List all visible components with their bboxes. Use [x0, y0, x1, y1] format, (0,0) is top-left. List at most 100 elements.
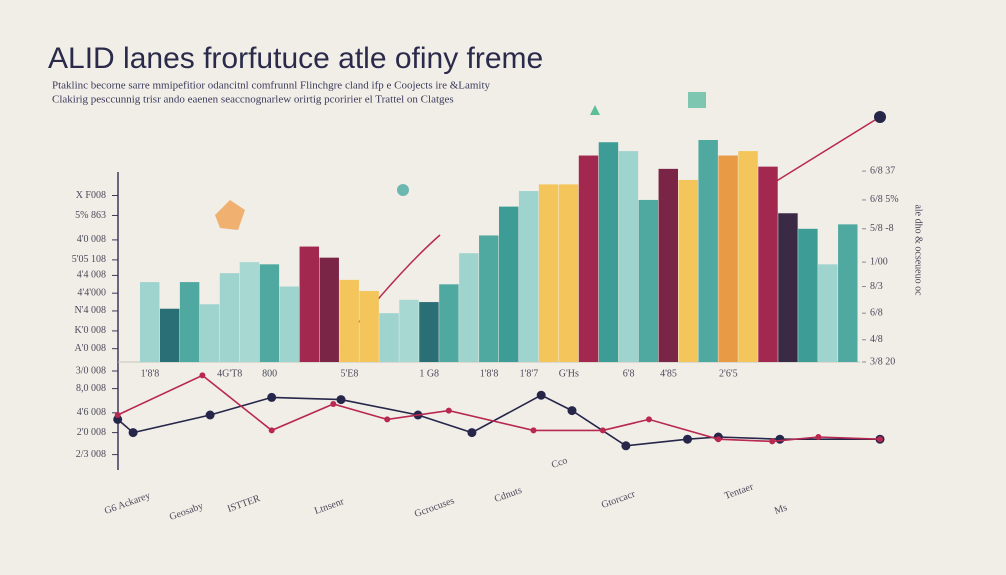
point	[769, 438, 776, 445]
x-tick-label: 4'85	[660, 368, 677, 379]
decoration	[688, 92, 706, 108]
point	[775, 434, 785, 444]
y-tick-label: 8,0 008	[76, 383, 106, 394]
bar	[399, 299, 419, 362]
bar	[678, 179, 698, 362]
point	[877, 436, 883, 443]
y-tick-label: 4'6 008	[77, 407, 106, 418]
bar	[359, 290, 379, 362]
decoration	[874, 111, 886, 123]
point	[536, 390, 546, 400]
x-tick-label: 1'8'8	[480, 368, 499, 379]
point	[336, 395, 346, 405]
y-tick-label: 2/3 008	[76, 449, 106, 460]
chart-title: ALID lanes frorfutuce atle ofiny freme	[48, 42, 543, 75]
y-tick-label: 4'4'000	[77, 287, 106, 298]
bar	[618, 151, 639, 362]
y2-tick-label: 6/8	[870, 307, 883, 318]
bar	[558, 184, 579, 362]
point	[199, 372, 206, 379]
bar	[718, 155, 738, 362]
bar	[818, 264, 838, 362]
bar	[838, 224, 858, 362]
bar	[758, 166, 778, 362]
bar	[798, 228, 818, 362]
point	[683, 434, 692, 444]
bar	[259, 264, 280, 362]
y2-tick-label: 3/8 20	[870, 356, 895, 367]
point	[567, 406, 577, 416]
bar	[598, 142, 619, 362]
decoration	[769, 119, 876, 186]
bar	[698, 140, 718, 362]
x-tick-label: G'Hs	[559, 368, 579, 379]
bar	[479, 235, 499, 362]
bar	[219, 273, 240, 362]
x-tick-label: 5'E8	[340, 368, 358, 379]
bar	[518, 191, 539, 362]
point	[384, 416, 391, 423]
x-tick-label: 1'8'7	[520, 368, 539, 379]
bar	[239, 262, 260, 362]
bar	[459, 253, 479, 362]
decoration	[215, 200, 245, 230]
bar	[199, 304, 220, 362]
point	[621, 441, 631, 451]
point	[268, 427, 275, 434]
x-tick-label: 2'6'5	[719, 368, 738, 379]
bar	[439, 284, 459, 362]
bar	[578, 155, 599, 362]
side-text: ale dho & ocseueuo oc	[913, 204, 924, 296]
subtitle: Ptaklinc becorne sarre mmipefitior odanc…	[52, 80, 491, 92]
bar	[379, 313, 399, 362]
point	[205, 410, 215, 420]
y2-tick-label: 4/8	[870, 334, 883, 345]
x-tick-label: 4G'T8	[217, 368, 242, 379]
bar	[538, 184, 559, 362]
bar	[738, 151, 758, 362]
bar	[179, 282, 200, 362]
y-tick-label: 3/0 008	[76, 365, 106, 376]
y-tick-label: K'0 008	[74, 325, 106, 336]
point	[330, 401, 337, 407]
decoration	[397, 184, 409, 196]
subtitle: Clakirig pesccunnig trisr ando eaenen se…	[52, 94, 454, 106]
annotation: Cco	[550, 455, 569, 471]
bar	[159, 308, 180, 362]
point	[467, 428, 477, 438]
point	[815, 434, 822, 440]
point	[267, 392, 277, 402]
bar	[339, 279, 359, 362]
y-tick-label: 4'4 008	[77, 270, 106, 281]
bar	[638, 199, 659, 362]
y-tick-label: N'4 008	[74, 305, 106, 316]
bar	[419, 302, 439, 362]
x-tick-label: 1 G8	[419, 368, 439, 379]
point	[114, 412, 121, 418]
y-tick-label: 2'0 008	[77, 427, 106, 438]
point	[715, 436, 722, 443]
point	[128, 428, 138, 438]
y2-tick-label: 6/8 37	[870, 165, 895, 176]
bar	[319, 257, 339, 362]
bar	[499, 206, 519, 362]
y2-tick-label: 8/3	[870, 281, 883, 292]
bar	[778, 213, 798, 362]
point	[113, 414, 123, 424]
y-tick-label: 4'0 008	[77, 234, 106, 245]
bar	[299, 246, 319, 362]
point	[599, 427, 606, 434]
y-tick-label: 5'05 108	[72, 254, 106, 265]
bar	[658, 168, 678, 362]
y2-tick-label: 6/8 5%	[870, 194, 899, 205]
point	[646, 416, 652, 423]
decoration	[590, 105, 600, 115]
y-tick-label: X F008	[76, 190, 106, 201]
annotation: Ms	[773, 502, 789, 517]
x-tick-label: 6'8	[623, 368, 635, 379]
point	[530, 427, 537, 434]
y-tick-label: A'0 008	[74, 343, 106, 354]
bar	[279, 286, 300, 362]
point	[445, 407, 452, 414]
